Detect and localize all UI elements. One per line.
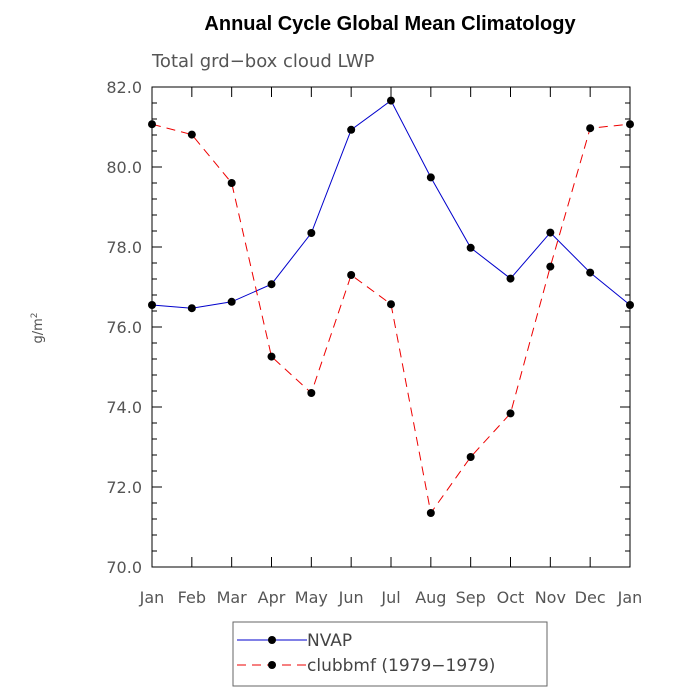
data-point: [546, 262, 555, 271]
data-point: [466, 453, 475, 461]
data-point: [187, 130, 196, 139]
chart-title: Annual Cycle Global Mean Climatology: [204, 13, 576, 35]
legend-label: NVAP: [307, 631, 352, 651]
x-tick-label: Jan: [617, 588, 643, 607]
y-tick-label: 82.0: [106, 78, 142, 97]
x-tick-label: Jan: [139, 588, 165, 607]
series-clubbmf: [148, 120, 634, 517]
data-point: [267, 352, 276, 361]
data-point: [387, 300, 395, 309]
data-point: [387, 96, 395, 105]
y-axis-label-base: g/m: [31, 318, 46, 343]
x-tick-label: Oct: [497, 588, 525, 607]
y-tick-label: 70.0: [106, 558, 142, 577]
y-tick-label: 76.0: [106, 318, 142, 337]
legend-label: clubbmf (1979−1979): [307, 656, 495, 676]
legend-marker: [268, 661, 276, 669]
data-point: [586, 268, 595, 277]
data-point: [506, 274, 515, 283]
series-layer: [148, 96, 634, 517]
legend-item: NVAP: [237, 631, 352, 651]
y-tick-label: 80.0: [106, 158, 142, 177]
x-tick-label: Feb: [178, 588, 206, 607]
y-tick-labels: 70.0 72.0 74.0 76.0 78.0 80.0 82.0: [106, 78, 142, 577]
x-tick-label: Apr: [258, 588, 286, 607]
x-tick-label: Mar: [217, 588, 248, 607]
legend-box: [232, 621, 548, 687]
series-nvap: [148, 96, 634, 313]
data-point: [227, 297, 236, 306]
y-axis-label-superscript: 2: [30, 312, 40, 318]
data-point: [347, 125, 356, 134]
data-point: [307, 389, 316, 397]
y-tick-label: 74.0: [106, 398, 142, 417]
axis-ticks: [151, 86, 631, 568]
series-line: [151, 123, 631, 515]
data-point: [506, 409, 515, 418]
x-tick-label: Jul: [380, 588, 400, 607]
data-point: [426, 509, 435, 517]
data-point: [546, 228, 555, 237]
data-point: [347, 271, 356, 279]
data-point: [586, 124, 595, 133]
x-tick-label: Dec: [575, 588, 606, 607]
x-tick-label: Aug: [415, 588, 446, 607]
data-point: [466, 243, 475, 252]
x-tick-labels: Jan Feb Mar Apr May Jun Jul Aug Sep Oct Nov Dec Jan: [139, 588, 643, 607]
legend-item: clubbmf (1979−1979): [237, 656, 495, 676]
data-point: [227, 179, 236, 187]
legend: NVAP clubbmf (1979−1979): [232, 621, 548, 687]
legend-marker: [268, 636, 276, 644]
data-point: [307, 229, 316, 237]
y-tick-label: 72.0: [106, 478, 142, 497]
x-tick-label: Sep: [456, 588, 486, 607]
x-tick-label: May: [295, 588, 328, 607]
series-line: [151, 99, 631, 309]
chart-subtitle: Total grd−box cloud LWP: [151, 51, 375, 72]
y-axis-label: g/m2: [30, 312, 46, 343]
x-tick-label: Nov: [535, 588, 566, 607]
data-point: [267, 280, 276, 289]
x-tick-label: Jun: [338, 588, 364, 607]
y-tick-label: 78.0: [106, 238, 142, 257]
data-point: [426, 173, 435, 182]
plot-frame: [151, 86, 631, 568]
data-point: [187, 304, 196, 313]
